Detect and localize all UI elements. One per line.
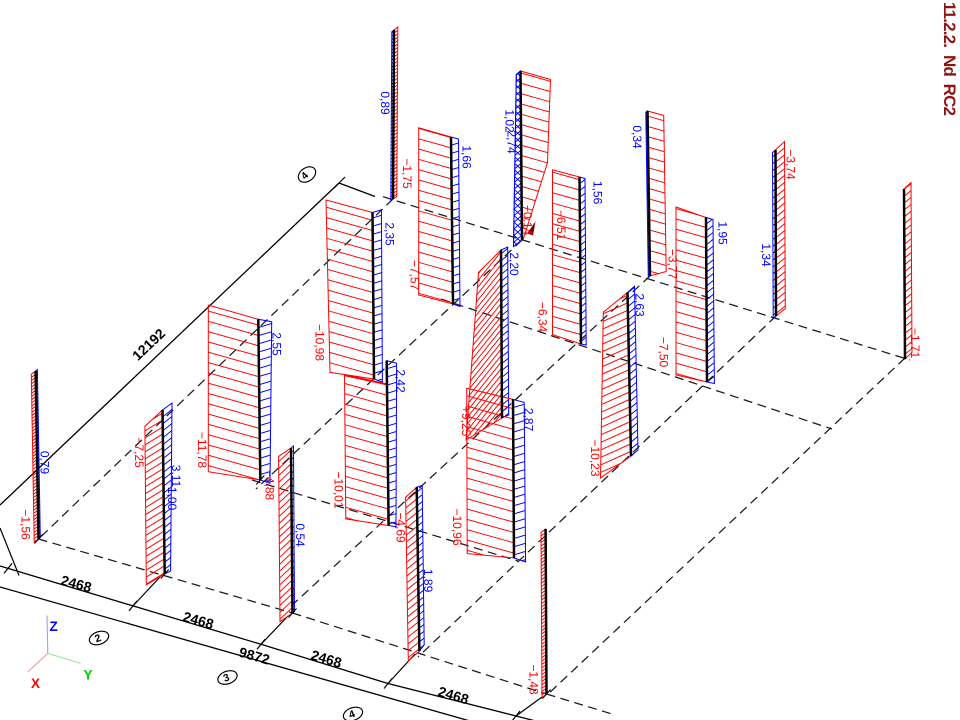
svg-text:Z: Z	[50, 619, 58, 634]
svg-text:−7,25: −7,25	[132, 437, 146, 468]
svg-text:−0,14: −0,14	[520, 205, 534, 236]
svg-text:−10,23: −10,23	[588, 439, 602, 476]
svg-text:1,56: 1,56	[590, 181, 604, 205]
svg-text:−6,51: −6,51	[554, 210, 568, 241]
svg-text:−7,50: −7,50	[656, 337, 670, 368]
svg-text:−1,75: −1,75	[400, 158, 414, 189]
svg-text:−7,57: −7,57	[407, 260, 421, 291]
svg-text:11.2.2. Nd RC2: 11.2.2. Nd RC2	[940, 2, 959, 116]
svg-text:4: 4	[347, 708, 357, 720]
svg-text:2: 2	[93, 632, 103, 645]
svg-text:−10,98: −10,98	[312, 324, 326, 361]
svg-text:3: 3	[222, 671, 232, 684]
svg-text:+9,25: +9,25	[459, 406, 473, 437]
svg-text:2468: 2468	[59, 572, 93, 596]
svg-text:0,34: 0,34	[630, 125, 644, 149]
svg-text:−3,77: −3,77	[665, 249, 679, 280]
svg-text:1,89: 1,89	[421, 569, 435, 593]
svg-text:2,55: 2,55	[269, 332, 283, 356]
svg-text:3,11: 3,11	[169, 465, 183, 488]
svg-text:1,66: 1,66	[459, 145, 473, 169]
svg-text:−10,01: −10,01	[331, 471, 345, 508]
svg-text:−4,88: −4,88	[262, 470, 276, 501]
svg-text:2,63: 2,63	[632, 293, 646, 317]
svg-text:1,95: 1,95	[715, 221, 729, 245]
svg-text:0,79: 0,79	[37, 451, 51, 475]
svg-text:−10,96: −10,96	[450, 508, 464, 545]
svg-text:2,87: 2,87	[522, 408, 536, 432]
svg-text:−1,71: −1,71	[908, 328, 922, 359]
svg-text:0,89: 0,89	[378, 91, 392, 115]
svg-text:−4,69: −4,69	[394, 512, 408, 543]
svg-text:X: X	[31, 676, 40, 691]
svg-text:Y: Y	[84, 668, 93, 683]
svg-text:−1,48: −1,48	[526, 664, 540, 695]
svg-text:1,02: 1,02	[502, 109, 516, 133]
svg-text:−1,56: −1,56	[19, 509, 33, 540]
svg-text:−11,78: −11,78	[195, 432, 209, 468]
svg-text:1,00: 1,00	[165, 487, 179, 511]
svg-text:2,20: 2,20	[507, 252, 521, 276]
svg-text:0,54: 0,54	[293, 523, 307, 547]
svg-text:−6,34: −6,34	[535, 302, 549, 333]
svg-text:−3,74: −3,74	[783, 149, 797, 180]
svg-text:2,42: 2,42	[393, 369, 407, 393]
svg-text:2,74: 2,74	[504, 130, 518, 154]
svg-text:2,35: 2,35	[382, 222, 396, 246]
svg-text:1,34: 1,34	[759, 243, 773, 267]
